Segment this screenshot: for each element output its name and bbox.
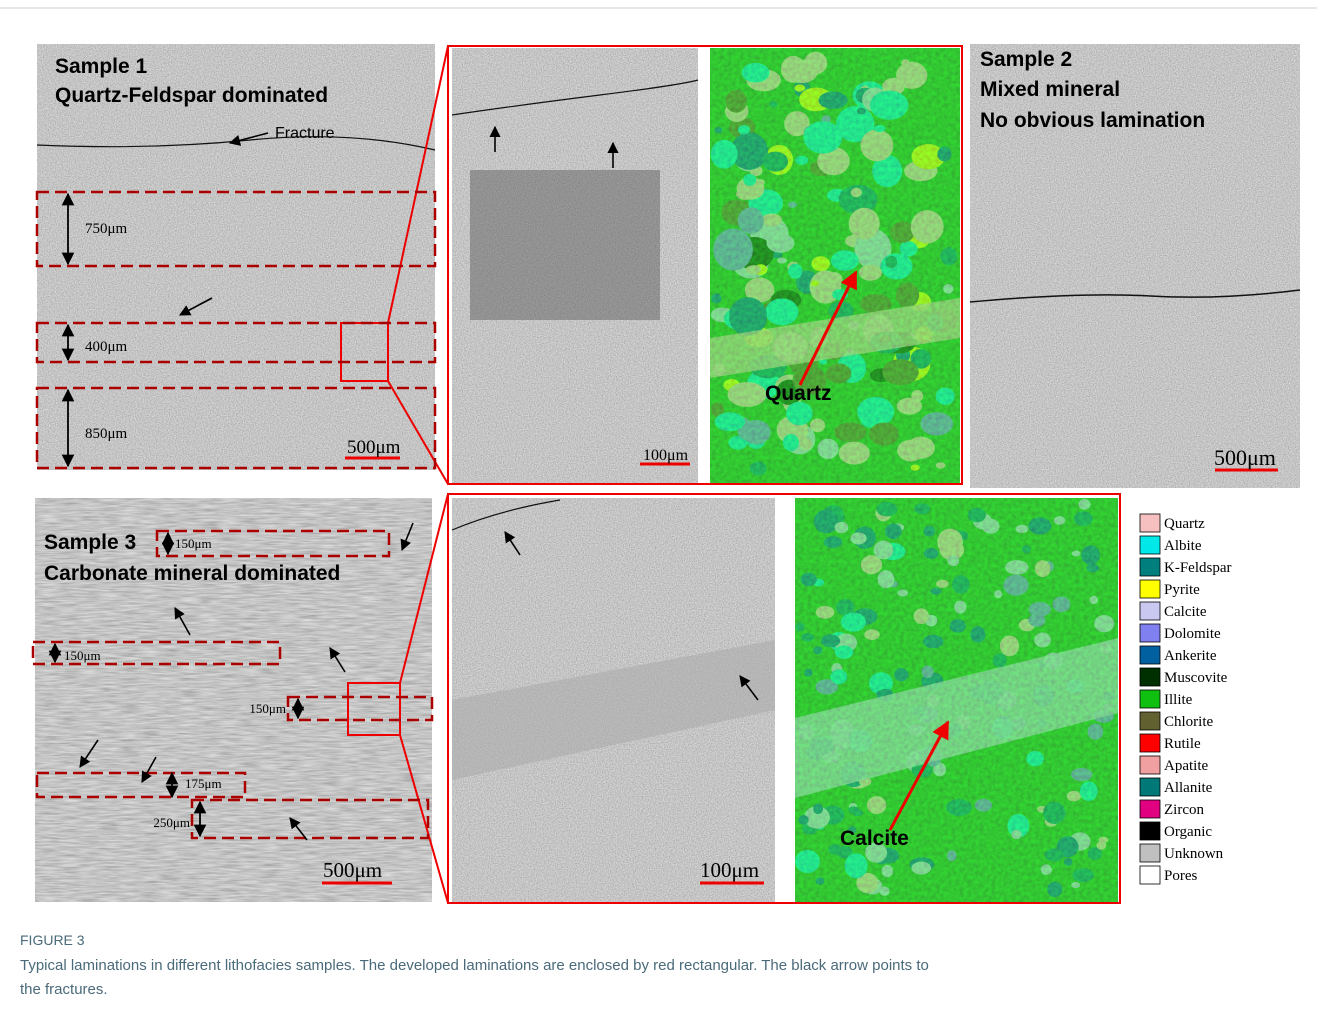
figure: Sample 1 Quartz-Feldspar dominated Fractur… [0,0,1317,1024]
scale-label: 500μm [347,437,401,458]
scale-label: 100μm [700,858,759,882]
lamination-label: 400μm [85,339,128,355]
legend-label: Chlorite [1164,714,1214,730]
fracture-label: Fracture [275,125,335,142]
legend-label: Unknown [1164,846,1224,862]
legend-swatch [1140,712,1160,730]
legend-label: Apatite [1164,758,1208,774]
legend-label: Organic [1164,824,1212,840]
legend-swatch [1140,624,1160,642]
sample-note: No obvious lamination [980,109,1205,132]
legend-label: Quartz [1164,516,1205,532]
legend-swatch [1140,558,1160,576]
legend-swatch [1140,536,1160,554]
legend-label: Allanite [1164,780,1213,796]
lamination-label: 250μm [153,815,190,830]
legend-label: Zircon [1164,802,1204,818]
legend-label: Pyrite [1164,582,1200,598]
map-label: Quartz [765,382,832,405]
lamination-label: 175μm [185,776,222,791]
lamination-label: 750μm [85,221,128,237]
lamination-label: 150μm [175,536,212,551]
legend-swatch [1140,844,1160,862]
map-label: Calcite [840,827,909,850]
legend-swatch [1140,668,1160,686]
sample-subtitle: Carbonate mineral dominated [44,562,340,585]
caption-text: Typical laminations in different lithofa… [20,957,929,998]
sample3-image [35,498,432,902]
scale-label: 500μm [323,858,382,882]
legend-swatch [1140,514,1160,532]
legend-swatch [1140,734,1160,752]
legend-swatch [1140,580,1160,598]
legend-label: Ankerite [1164,648,1217,664]
legend-swatch [1140,690,1160,708]
sample-subtitle: Quartz-Feldspar dominated [55,84,328,107]
legend-label: Muscovite [1164,670,1228,686]
legend-label: Illite [1164,692,1193,708]
caption-label: FIGURE 3 [20,932,85,948]
sample1-image [37,44,435,470]
legend-label: Rutile [1164,736,1201,752]
map-texture [710,48,960,483]
legend-swatch [1140,646,1160,664]
legend-label: Albite [1164,538,1202,554]
legend-swatch [1140,866,1160,884]
legend-label: Calcite [1164,604,1207,620]
scale-label: 500μm [1214,445,1276,470]
lamination-label: 150μm [249,701,286,716]
lamination-label: 850μm [85,426,128,442]
sample-title: Sample 1 [55,55,148,78]
legend-label: Dolomite [1164,626,1221,642]
sample-title: Sample 3 [44,531,136,554]
sample-subtitle: Mixed mineral [980,78,1120,101]
grain-zone [470,170,660,320]
sample-title: Sample 2 [980,48,1072,71]
legend-label: K-Feldspar [1164,560,1232,576]
legend-swatch [1140,778,1160,796]
scale-label: 100μm [643,447,689,464]
caption-line: Typical laminations in different lithofa… [20,957,929,974]
lamination-label: 150μm [64,648,101,663]
legend-swatch [1140,800,1160,818]
legend-label: Pores [1164,868,1197,884]
legend-swatch [1140,756,1160,774]
caption-line: the fractures. [20,981,108,998]
legend-swatch [1140,602,1160,620]
legend-swatch [1140,822,1160,840]
